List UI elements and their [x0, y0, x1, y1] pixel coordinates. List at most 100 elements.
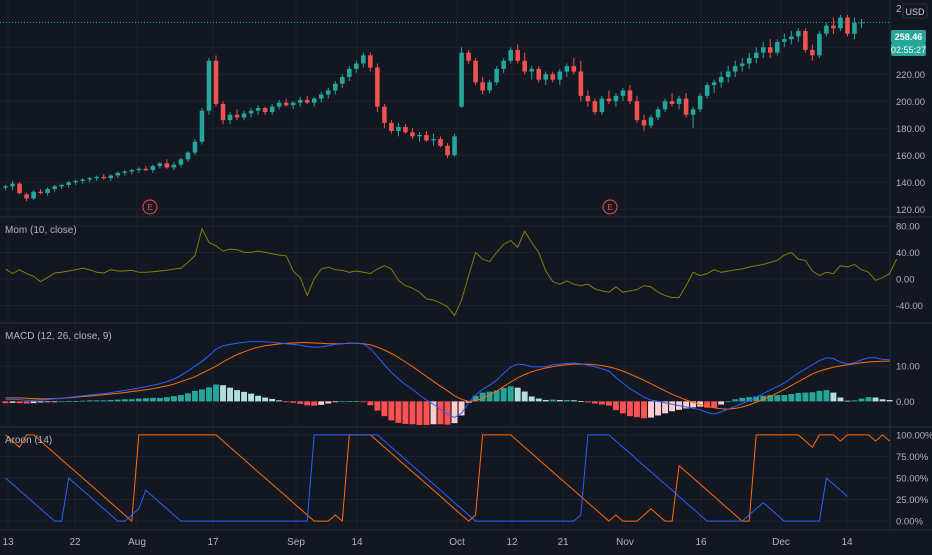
macd-histogram-bar: [809, 392, 816, 402]
currency-badge[interactable]: USD: [902, 3, 928, 19]
macd-pane[interactable]: [2, 341, 893, 425]
candle-body: [789, 36, 794, 40]
macd-histogram-bar: [542, 399, 549, 402]
candle-body: [768, 47, 773, 53]
macd-histogram-bar: [851, 400, 858, 402]
candle-body: [59, 184, 64, 187]
macd-histogram-bar: [598, 401, 605, 405]
candle-body: [24, 194, 29, 199]
macd-histogram-bar: [213, 384, 219, 402]
candle-body: [347, 68, 352, 77]
macd-title: MACD (12, 26, close, 9): [5, 331, 112, 342]
candle-body: [431, 139, 436, 141]
macd-histogram-bar: [318, 401, 325, 405]
candle-body: [725, 71, 731, 77]
candle-body: [831, 25, 836, 29]
macd-histogram-bar: [865, 397, 872, 402]
macd-histogram-bar: [283, 401, 290, 403]
x-tick-label: 16: [695, 537, 707, 548]
x-tick-label: 14: [841, 537, 853, 548]
candle-body: [690, 109, 696, 115]
momentum-pane[interactable]: [5, 227, 898, 317]
macd-histogram-bar: [739, 397, 746, 402]
macd-histogram-bar: [72, 401, 79, 402]
candle-body: [403, 126, 408, 133]
momentum-line: [5, 227, 898, 317]
x-tick-label: 21: [557, 537, 569, 548]
candle-body: [564, 66, 570, 72]
macd-histogram-bar: [641, 401, 647, 419]
candle-body: [634, 101, 640, 121]
candle-body: [304, 99, 310, 103]
candle-body: [108, 175, 114, 179]
candle-body: [817, 33, 822, 56]
candle-body: [368, 55, 373, 68]
candle-body: [739, 63, 745, 67]
macd-histogram-bar: [619, 401, 626, 414]
macd-histogram-bar: [37, 401, 44, 403]
y-tick-label: 180.00: [896, 124, 925, 135]
countdown-label: 02:55:27: [891, 45, 926, 55]
macd-histogram-bar: [648, 401, 654, 418]
candle-body: [185, 152, 191, 160]
y-tick-label: 75.00%: [896, 452, 929, 463]
macd-histogram-bar: [423, 401, 430, 425]
macd-histogram-bar: [844, 400, 851, 402]
macd-histogram-bar: [500, 388, 507, 402]
macd-histogram-bar: [409, 401, 416, 425]
macd-histogram-bar: [795, 392, 802, 402]
candle-body: [606, 98, 612, 102]
macd-histogram-bar: [430, 401, 437, 425]
candle-body: [838, 17, 843, 29]
macd-histogram-bar: [837, 397, 844, 402]
candle-body: [480, 82, 485, 91]
candle-body: [466, 52, 471, 61]
macd-histogram-bar: [416, 401, 423, 425]
macd-histogram-bar: [227, 387, 233, 402]
candle-body: [262, 108, 268, 113]
candle-body: [536, 68, 542, 80]
macd-histogram-bar: [79, 400, 86, 402]
candle-body: [753, 52, 759, 59]
candle-body: [248, 110, 254, 114]
macd-histogram-bar: [830, 392, 837, 402]
axis-layer: 1322Aug17Sep14Oct1221Nov16Dec14240.00220…: [2, 43, 932, 548]
macd-histogram-bar: [823, 390, 830, 402]
aroon-pane[interactable]: [5, 434, 890, 523]
macd-histogram-bar: [269, 398, 276, 402]
candle-body: [718, 76, 724, 83]
candle-body: [354, 63, 359, 69]
candle-body: [852, 22, 857, 34]
macd-histogram-bar: [732, 399, 739, 402]
candle-body: [522, 60, 527, 72]
candle-body: [206, 60, 212, 111]
candle-body: [711, 82, 717, 86]
candle-body: [796, 31, 801, 37]
candle-body: [662, 101, 668, 110]
macd-histogram-bar: [655, 401, 661, 416]
macd-histogram-bar: [93, 400, 100, 402]
macd-histogram-bar: [458, 401, 465, 416]
macd-histogram-bar: [395, 401, 402, 423]
macd-histogram-bar: [444, 401, 451, 425]
candle-body: [269, 106, 275, 113]
macd-histogram-bar: [156, 397, 163, 402]
macd-histogram-bar: [51, 401, 58, 403]
macd-histogram-bar: [297, 401, 304, 404]
macd-histogram-bar: [177, 395, 184, 402]
macd-histogram-bar: [44, 401, 51, 403]
y-tick-label: 140.00: [896, 178, 925, 189]
macd-histogram-bar: [760, 395, 767, 402]
candle-body: [73, 180, 78, 183]
candle-body: [697, 95, 703, 110]
macd-histogram-bar: [311, 401, 318, 406]
macd-histogram-bar: [367, 401, 374, 406]
macd-histogram-bar: [248, 393, 255, 402]
candle-body: [10, 183, 15, 187]
macd-histogram-bar: [627, 401, 633, 417]
candle-body: [515, 49, 520, 61]
candle-body: [417, 135, 422, 137]
